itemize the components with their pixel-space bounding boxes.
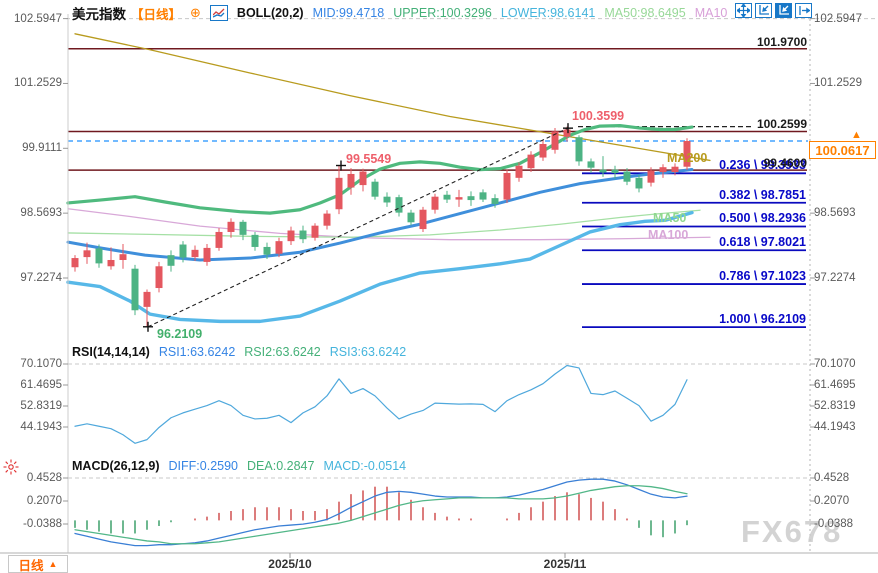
macd-axis-left-label: -0.0388 — [22, 517, 62, 530]
watermark-logo: FX678 — [741, 514, 843, 549]
current-price-badge: 100.0617 — [809, 141, 876, 159]
sr-price-label: 101.9700 — [756, 34, 807, 49]
rsi-axis-left-label: 52.8319 — [20, 399, 62, 412]
fib-level-label: 0.618 \ 97.8021 — [719, 235, 806, 250]
rsi3-value: RSI3:63.6242 — [329, 345, 407, 359]
main-axis-left-label: 102.5947 — [14, 12, 62, 25]
pan-tool-icon[interactable] — [735, 3, 752, 18]
chart-type-icon[interactable] — [209, 5, 228, 21]
main-axis-left-label: 98.5693 — [20, 207, 62, 220]
add-indicator-icon[interactable]: ⊕ — [190, 5, 201, 20]
main-axis-right-label: 97.2274 — [814, 272, 856, 284]
fib-level-label: 0.500 \ 98.2936 — [719, 211, 806, 226]
macd-params-label: MACD(26,12,9) — [72, 459, 160, 473]
rsi-axis-right-label: 44.1943 — [814, 420, 856, 433]
rsi-axis-right-label: 61.4695 — [814, 378, 856, 391]
rsi1-value: RSI1:63.6242 — [158, 345, 236, 359]
annotation-96.2109: 96.2109 — [157, 327, 203, 341]
rsi2-value: RSI2:63.6242 — [244, 345, 321, 359]
annotation-MA100: MA100 — [648, 228, 689, 242]
chart-toolbar — [735, 3, 812, 18]
rsi-axis-left-label: 44.1943 — [20, 420, 62, 433]
period-selector[interactable]: 日线 ▲ — [8, 555, 68, 573]
fib-level-label: 0.236 \ 99.3933 — [719, 158, 806, 173]
ma50-value: MA50:98.6495 — [604, 6, 686, 20]
macd-axis-right-label: 0.2070 — [814, 494, 850, 507]
macd-dea-value: DEA:0.2847 — [247, 459, 315, 473]
macd-axis-left-label: 0.4528 — [26, 472, 62, 484]
go-to-latest-icon[interactable] — [795, 3, 812, 18]
period-selector-label: 日线 — [18, 558, 44, 573]
rsi-params-label: RSI(14,14,14) — [72, 345, 150, 359]
fib-level-label: 0.786 \ 97.1023 — [719, 269, 806, 284]
period-tag: 【日线】 — [131, 7, 182, 22]
annotation-100.3599: 100.3599 — [572, 109, 625, 123]
main-axis-left-label: 97.2274 — [20, 272, 62, 284]
macd-diff-value: DIFF:0.2590 — [168, 459, 239, 473]
x-axis-label-nov: 2025/11 — [543, 557, 587, 571]
indicator-settings-icon[interactable] — [3, 459, 19, 475]
boll-lower-value: LOWER:98.6141 — [500, 6, 596, 20]
rsi-axis-right-label: 70.1070 — [814, 358, 856, 370]
macd-axis-left-label: 0.2070 — [26, 494, 62, 507]
x-axis-label-oct: 2025/10 — [268, 557, 312, 571]
ma10-label: MA10 — [694, 6, 728, 20]
boll-mid-value: MID:99.4718 — [312, 6, 385, 20]
rsi-legend: RSI(14,14,14) RSI1:63.6242 RSI2:63.6242 … — [72, 345, 406, 359]
axis-scale-icon[interactable] — [755, 3, 772, 18]
macd-hist-value: MACD:-0.0514 — [323, 459, 407, 473]
main-axis-left-label: 101.2529 — [14, 77, 62, 90]
rsi-axis-right-label: 52.8319 — [814, 399, 856, 412]
fib-level-label: 0.382 \ 98.7851 — [719, 187, 806, 202]
main-axis-right-label: 102.5947 — [814, 12, 862, 25]
sr-price-label: 99.4600 — [763, 156, 807, 171]
boll-params-label: BOLL(20,2) — [236, 6, 304, 20]
boll-upper-value: UPPER:100.3296 — [393, 6, 492, 20]
main-axis-left-label: 99.9111 — [22, 142, 62, 155]
rsi-axis-left-label: 70.1070 — [20, 358, 62, 370]
main-axis-right-label: 101.2529 — [814, 77, 862, 90]
symbol-name: 美元指数 — [72, 7, 126, 22]
sr-price-label: 100.2599 — [756, 117, 807, 132]
chevron-up-icon: ▲ — [48, 559, 58, 569]
macd-legend: MACD(26,12,9) DIFF:0.2590 DEA:0.2847 MAC… — [72, 459, 406, 473]
axis-scale-active-icon[interactable] — [775, 3, 792, 18]
price-up-arrow-icon: ▲ — [851, 129, 862, 141]
main-axis-right-label: 98.5693 — [814, 207, 856, 220]
fib-level-label: 1.000 \ 96.2109 — [719, 312, 806, 327]
main-legend: 美元指数 【日线】 ⊕ BOLL(20,2) MID:99.4718 UPPER… — [72, 3, 727, 23]
rsi-axis-left-label: 61.4695 — [20, 378, 62, 391]
annotation-MA200: MA200 — [667, 151, 708, 165]
macd-axis-right-label: 0.4528 — [814, 472, 850, 484]
annotation-99.5549: 99.5549 — [346, 152, 392, 166]
macd-axis-right-label: -0.0388 — [814, 517, 854, 530]
annotation-MA50: MA50 — [653, 211, 687, 225]
